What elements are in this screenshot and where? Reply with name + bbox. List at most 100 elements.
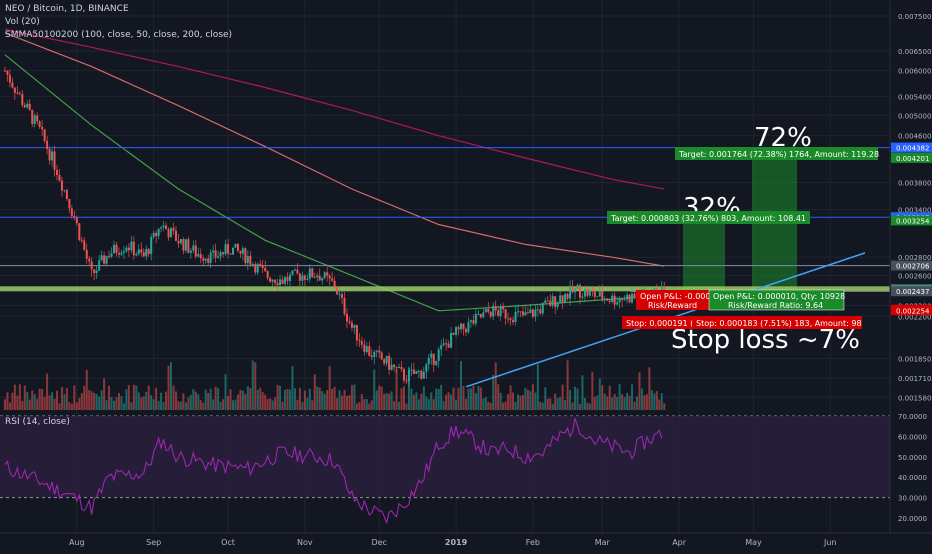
candle-body — [531, 309, 534, 317]
candle-body — [132, 241, 135, 256]
volume-bar — [192, 389, 195, 410]
volume-bar — [383, 393, 386, 410]
volume-bar — [635, 396, 638, 410]
volume-bar — [655, 391, 658, 410]
volume-bar — [477, 386, 480, 410]
price-axis[interactable]: 0.007500 0.006500 0.006000 0.005400 0.005000… — [898, 13, 931, 402]
candle-body — [261, 265, 264, 268]
candle-body — [432, 353, 435, 365]
volume-bar — [336, 398, 339, 410]
rsi-axis[interactable]: 70.0000 60.0000 50.0000 40.0000 30.0000 20.00… — [898, 413, 927, 523]
candle-body — [613, 295, 616, 305]
candle-body — [18, 93, 21, 95]
volume-bar — [603, 393, 606, 410]
stop-box-partial[interactable] — [622, 316, 694, 329]
target-1-box[interactable] — [675, 147, 878, 160]
candle-body — [145, 249, 148, 257]
time-axis[interactable]: Aug Sep Oct Nov Dec 2019 Feb Mar Apr May Jun — [69, 538, 837, 547]
volume-bar — [455, 399, 458, 410]
volume-bar — [152, 399, 155, 410]
volume-bar — [301, 402, 304, 410]
volume-bar — [437, 389, 440, 410]
price-badge-bg — [891, 260, 932, 271]
volume-bar — [512, 392, 515, 410]
candle-body — [249, 256, 252, 265]
candle-body — [194, 245, 197, 257]
price-tick-label: 0.002600 — [898, 272, 931, 280]
volume-bar — [212, 399, 215, 410]
volume-bar — [13, 384, 16, 410]
candle-body — [581, 296, 584, 298]
target-2-box[interactable] — [607, 211, 810, 224]
volume-bar — [323, 393, 326, 410]
candle-body — [31, 109, 34, 124]
candle-body — [388, 355, 391, 370]
volume-bar — [509, 385, 512, 410]
candle-body — [460, 323, 463, 330]
target-1-label: Target: 0.001764 (72.38%) 1764, Amount: … — [678, 150, 879, 159]
rsi-tick-label: 40.0000 — [898, 474, 927, 482]
smma-lines — [4, 28, 665, 312]
volume-bar — [288, 389, 291, 410]
volume-bar — [618, 384, 621, 410]
candle-body — [529, 309, 532, 314]
candle-body — [333, 280, 336, 288]
volume-bar — [227, 396, 230, 410]
volume-bar — [298, 387, 301, 410]
volume-bar — [184, 402, 187, 410]
volume-bar — [246, 386, 249, 410]
pnl-box[interactable] — [708, 289, 845, 311]
volume-bar — [187, 397, 190, 410]
price-tick-label: 0.001580 — [898, 394, 931, 402]
volume-bar — [435, 388, 438, 410]
candle-body — [633, 293, 636, 297]
volume-bar — [474, 393, 477, 410]
candle-body — [509, 318, 512, 320]
candle-body — [338, 294, 341, 296]
candle-body — [603, 298, 606, 300]
candle-body — [80, 239, 83, 241]
candle-body — [472, 320, 475, 324]
candle-body — [373, 351, 376, 358]
stop-loss-note: Stop loss ~7% — [671, 325, 860, 355]
candle-body — [199, 254, 202, 259]
volume-bar — [556, 398, 559, 410]
candle-body — [259, 263, 262, 266]
volume-bar — [264, 394, 267, 410]
candle-body — [244, 248, 247, 264]
volume-bar — [521, 394, 524, 410]
volume-bar — [373, 369, 376, 410]
volume-bar — [209, 388, 212, 410]
volume-bar — [251, 360, 254, 410]
candle-body — [499, 306, 502, 316]
volume-bar — [293, 388, 296, 410]
candle-body — [207, 258, 210, 264]
volume-bar — [266, 398, 269, 410]
volume-bar — [105, 400, 108, 410]
candle-body — [33, 115, 36, 124]
volume-bar — [497, 384, 500, 410]
candle-body — [566, 293, 569, 299]
volume-bar — [616, 396, 619, 410]
volume-bar — [393, 401, 396, 410]
volume-bar — [355, 403, 358, 410]
stop-box[interactable] — [692, 316, 862, 329]
volume-bar — [65, 388, 68, 410]
candle-body — [343, 298, 346, 315]
pnl-box-partial[interactable] — [636, 290, 714, 310]
volume-bar — [11, 392, 14, 410]
volume-bar — [561, 384, 564, 410]
candle-body — [578, 285, 581, 298]
price-axis-bg — [890, 0, 932, 550]
candle-body — [36, 115, 39, 122]
candle-body — [26, 103, 29, 108]
volume-bar — [613, 393, 616, 410]
candle-body — [628, 294, 631, 303]
volume-bar — [536, 364, 539, 410]
volume-bar — [88, 389, 91, 410]
volume-bar — [328, 366, 331, 410]
volume-bar — [125, 389, 128, 410]
candle-body — [140, 249, 143, 253]
